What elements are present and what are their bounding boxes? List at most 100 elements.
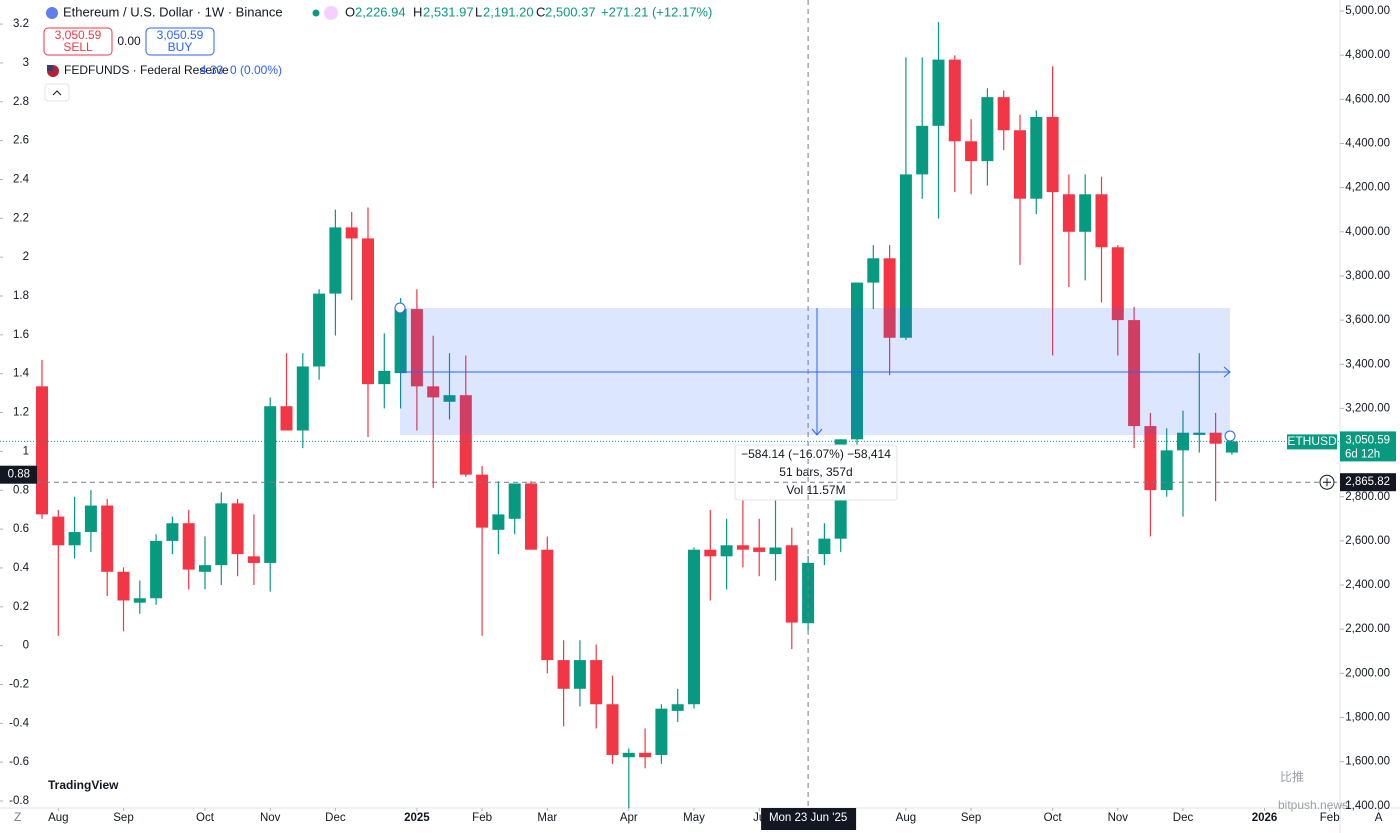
candle-body xyxy=(410,309,423,387)
candle-body xyxy=(1111,247,1124,321)
x-tick-label: A xyxy=(1375,812,1383,824)
candle-body xyxy=(84,505,97,533)
y-tick-label: 2,200.00 xyxy=(1345,623,1390,635)
y2-tick-label: -0.4 xyxy=(9,717,29,729)
x-tick-label: May xyxy=(683,812,705,824)
ohlc-value: 2,191.20 xyxy=(483,4,534,19)
watermark: 比推 xyxy=(1280,770,1304,784)
candle-body xyxy=(182,523,195,570)
indicator-change: 0 (0.00%) xyxy=(230,63,282,77)
ohlc-value: 2,226.94 xyxy=(355,4,406,19)
measure-text: −584.14 (−16.07%) −58,414 xyxy=(741,447,891,461)
scale-mode[interactable]: Z xyxy=(14,810,21,824)
countdown: 6d 12h xyxy=(1345,448,1380,460)
candle-body xyxy=(296,366,309,431)
y-tick-label: 2,800.00 xyxy=(1345,491,1390,503)
y2-tick-label: 0.8 xyxy=(13,484,29,496)
handle[interactable] xyxy=(394,302,406,314)
candle-body xyxy=(1014,130,1026,199)
candle-body xyxy=(1209,432,1222,444)
y-tick-label: 1,800.00 xyxy=(1345,712,1390,724)
x-tick-label: Nov xyxy=(260,812,281,824)
y-tick-label: 3,800.00 xyxy=(1345,270,1390,282)
y2-tick-label: 1.2 xyxy=(13,407,29,419)
y2-tick-label: -0.2 xyxy=(9,679,29,691)
indicator-name[interactable]: FEDFUNDS · Federal Reserve xyxy=(64,63,229,77)
candle-body xyxy=(199,565,211,572)
y-tick-label: 4,600.00 xyxy=(1345,93,1390,105)
x-tick-label: Feb xyxy=(1320,812,1340,824)
arrow xyxy=(811,428,823,436)
candle-body xyxy=(655,708,668,756)
x-tick-label: 2026 xyxy=(1252,812,1278,824)
candle-body xyxy=(573,660,586,689)
y2-tick-label: 2.6 xyxy=(13,135,29,147)
y2-tick-label: 2.8 xyxy=(13,96,29,108)
x-tick-label: Dec xyxy=(325,812,346,824)
x-tick-label: Mar xyxy=(537,812,557,824)
candle-body xyxy=(965,141,978,162)
candle-body xyxy=(720,545,733,557)
y-tick-label: 5,000.00 xyxy=(1345,5,1390,17)
spread: 0.00 xyxy=(117,34,141,48)
candle-body xyxy=(1128,320,1141,427)
y2-tick-label: 2.4 xyxy=(13,174,30,186)
ohlc-label: H xyxy=(413,4,422,19)
candle-body xyxy=(345,227,358,239)
measure-text: 51 bars, 357d xyxy=(779,465,852,479)
candle-body xyxy=(1193,432,1206,435)
ohlc-value: 2,500.37 xyxy=(545,4,596,19)
candle-body xyxy=(899,174,912,338)
flag-icon xyxy=(47,65,53,71)
candle-body xyxy=(117,571,130,601)
crosshair-price-tag xyxy=(1340,473,1396,492)
buy-label: BUY xyxy=(168,40,193,54)
y2-tick-label: 0 xyxy=(23,640,29,652)
ohlc-label: O xyxy=(345,4,355,19)
y-tick-label: 4,800.00 xyxy=(1345,49,1390,61)
candle-body xyxy=(704,549,717,557)
plus xyxy=(1323,478,1331,487)
candle-body xyxy=(1160,450,1173,491)
y-tick-label: 2,600.00 xyxy=(1345,535,1390,547)
y-tick-label: 2,000.00 xyxy=(1345,667,1390,679)
candle-body xyxy=(557,660,570,689)
y2-tick-label: 3.2 xyxy=(13,18,29,30)
ohlc-label: C xyxy=(536,4,545,19)
crosshair-price: 2,865.82 xyxy=(1345,476,1390,488)
candle-body xyxy=(280,406,293,431)
y2-tick-label: 1.6 xyxy=(13,329,29,341)
x-tick-label: Aug xyxy=(896,812,916,824)
handle[interactable] xyxy=(1224,430,1236,442)
y-tick-label: 3,400.00 xyxy=(1345,358,1390,370)
candle-body xyxy=(1225,441,1238,453)
status-dot xyxy=(312,9,320,17)
candle-body xyxy=(52,516,65,546)
x-tick-label: Nov xyxy=(1108,812,1129,824)
sell-button[interactable] xyxy=(43,27,113,56)
crosshair-time-tag xyxy=(761,808,857,830)
candle-body xyxy=(133,598,146,603)
sell-label: SELL xyxy=(63,40,93,54)
candle-body xyxy=(622,752,635,758)
candle-body xyxy=(671,704,684,711)
y2-tick-label: 2 xyxy=(23,251,29,263)
y2-tick-label: 1.4 xyxy=(13,368,30,380)
buy-price: 3,050.59 xyxy=(157,28,204,42)
share-icon[interactable] xyxy=(324,6,338,20)
candle-body xyxy=(508,483,521,519)
candle-body xyxy=(818,538,831,555)
buy-button[interactable] xyxy=(145,27,215,56)
candle-body xyxy=(166,523,179,541)
x-tick-label: Oct xyxy=(196,812,215,824)
y2-tick-label: 2.2 xyxy=(13,212,29,224)
collapse-button[interactable] xyxy=(44,83,70,102)
symbol[interactable]: Ethereum / U.S. Dollar · 1W · Binance xyxy=(63,4,283,19)
x-tick-label: Apr xyxy=(620,812,638,824)
y2-tick-label: 0.2 xyxy=(13,601,29,613)
y2-tick-label: -0.6 xyxy=(9,756,29,768)
measure-box: −584.14 (−16.07%) −58,414 51 bars, 357d … xyxy=(734,444,898,501)
candle-body xyxy=(916,125,929,175)
candle-body xyxy=(883,258,896,338)
